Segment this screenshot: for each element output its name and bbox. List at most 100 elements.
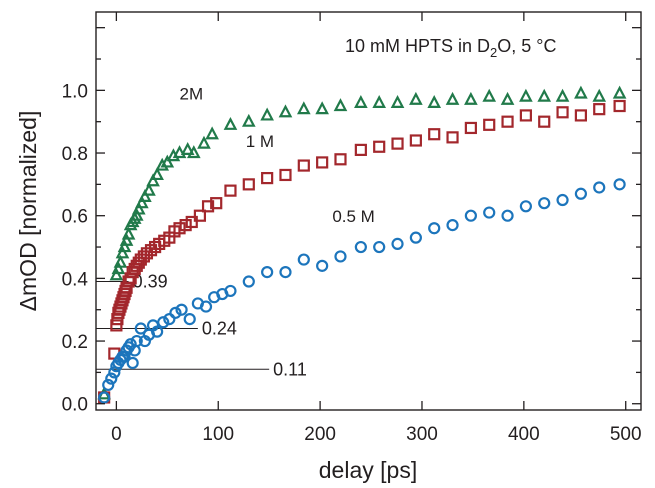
data-point [179,219,192,232]
data-point [146,173,160,187]
y-axis: 0.0 0.2 0.4 0.6 0.8 1.0 [62,27,641,416]
series-label-1: 1 M [246,132,274,151]
data-point [113,254,128,268]
data-point [279,266,292,279]
data-point [172,145,187,159]
data-point [261,171,274,185]
data-point [279,168,292,182]
series-1 [98,99,626,404]
data-point [201,200,215,213]
data-point [102,378,115,392]
series-labels: 2M 1 M 0.5 M [180,85,375,226]
data-point [138,189,152,202]
data-point [501,209,514,222]
data-point [316,156,329,169]
data-point [445,91,460,105]
data-point [134,322,147,335]
data-point [372,95,387,108]
data-point [574,109,587,122]
x-tick-label: 0 [111,424,122,445]
data-point [373,240,386,254]
data-point [278,104,293,118]
x-tick-label: 100 [202,424,234,445]
data-point [556,193,569,207]
data-point [175,303,188,316]
data-point [354,143,367,156]
data-point [297,159,310,172]
series-2 [98,178,626,404]
data-point [242,178,255,191]
data-point [354,95,368,108]
data-point [197,135,211,149]
data-point [110,319,123,332]
data-point [501,115,514,128]
data-point [613,178,626,191]
y-axis-title: ΔmOD [normalized] [15,111,41,312]
data-point [464,209,477,222]
data-point [333,98,348,112]
data-point [186,145,201,159]
data-point [115,245,130,259]
data-point [223,116,238,130]
data-point [391,237,404,251]
x-tick-label: 500 [610,424,642,445]
reference-label-1: 0.24 [202,319,237,339]
data-point [574,187,587,200]
data-point [428,128,441,141]
data-point [446,219,459,232]
data-point [538,197,551,210]
data-point [224,184,237,197]
data-point [121,226,136,240]
y-tick-label: 0.2 [62,332,88,353]
y-tick-label: 1.0 [62,81,88,102]
data-point [315,101,329,115]
data-point [593,181,606,194]
data-point [519,88,533,102]
data-point [151,325,164,338]
x-tick-label: 300 [406,424,438,445]
series-label-0: 2M [180,85,204,104]
data-point [613,99,626,113]
data-point [537,88,552,102]
data-point [500,91,515,105]
data-point [334,250,347,263]
data-point [391,137,404,150]
data-point [354,240,367,254]
x-axis-title: delay [ps] [319,457,417,483]
data-point [135,195,149,209]
reference-label-2: 0.11 [273,359,307,379]
y-tick-label: 0.4 [62,269,89,290]
data-point [173,222,186,235]
data-point [180,142,195,155]
data-point [109,267,124,281]
data-point [260,107,274,121]
data-point [137,250,150,263]
data-point [98,391,111,404]
data-point [555,88,570,102]
data-point [241,113,256,127]
data-point [483,206,496,219]
data-point [296,101,311,115]
data-point [130,334,143,348]
data-point [334,153,347,166]
series-layer [97,85,627,404]
data-point [105,372,118,385]
data-point [446,131,459,144]
data-point [593,103,606,116]
data-point [119,232,134,246]
data-point [129,207,144,221]
data-point [142,182,156,196]
series-0 [97,85,627,400]
data-point [185,215,198,229]
data-point [373,140,386,153]
annotation-text: 10 mM HPTS in D2O, 5 °C [345,36,556,60]
data-point [199,300,213,313]
data-point [183,313,196,326]
data-point [111,261,126,275]
y-tick-label: 0.6 [62,207,88,228]
data-point [205,126,219,140]
x-tick-label: 200 [304,424,336,445]
data-point [117,239,132,253]
data-point [157,316,170,329]
